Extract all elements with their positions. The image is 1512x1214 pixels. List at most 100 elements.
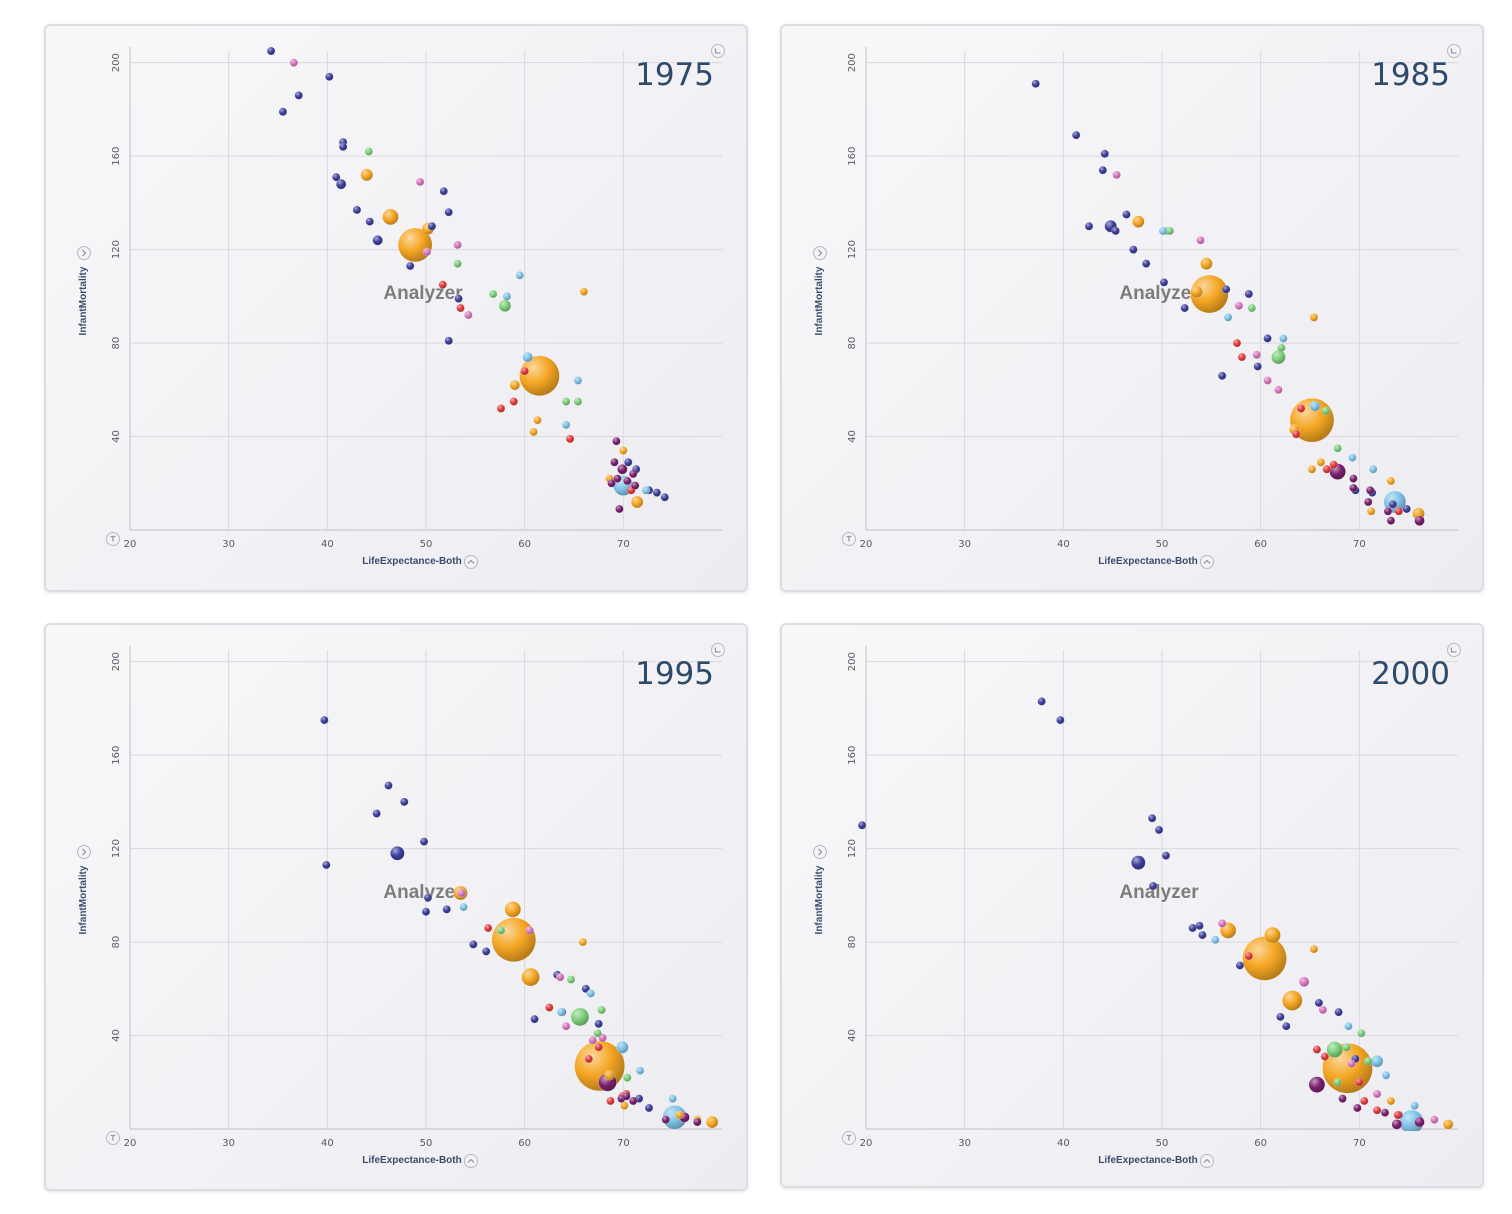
country-bubble[interactable]: [521, 967, 540, 987]
country-bubble[interactable]: [594, 1042, 603, 1052]
country-bubble[interactable]: [1190, 285, 1203, 298]
country-bubble[interactable]: [427, 221, 437, 231]
country-bubble[interactable]: [1237, 352, 1247, 362]
country-bubble[interactable]: [1363, 1056, 1373, 1066]
country-bubble[interactable]: [444, 336, 453, 346]
origin-reset-button[interactable]: [842, 1131, 856, 1145]
country-bubble[interactable]: [1195, 921, 1204, 931]
country-bubble[interactable]: [1281, 990, 1303, 1011]
country-bubble[interactable]: [325, 72, 334, 82]
country-bubble[interactable]: [857, 820, 867, 830]
country-bubble[interactable]: [652, 488, 662, 497]
country-bubble[interactable]: [1132, 215, 1145, 228]
country-bubble[interactable]: [606, 1096, 615, 1106]
country-bubble[interactable]: [504, 901, 522, 918]
country-bubble[interactable]: [561, 397, 571, 406]
country-bubble[interactable]: [1372, 1106, 1382, 1115]
country-bubble[interactable]: [1344, 1021, 1353, 1031]
country-bubble[interactable]: [1333, 443, 1342, 453]
country-bubble[interactable]: [593, 1028, 602, 1038]
country-bubble[interactable]: [1031, 79, 1041, 89]
country-bubble[interactable]: [509, 379, 521, 391]
y-axis-toggle-button[interactable]: [77, 246, 91, 260]
country-bubble[interactable]: [1154, 825, 1164, 835]
country-bubble[interactable]: [1355, 1077, 1364, 1087]
country-bubble[interactable]: [1320, 1052, 1330, 1061]
country-bubble[interactable]: [566, 975, 576, 984]
country-bubble[interactable]: [561, 420, 571, 430]
country-bubble[interactable]: [459, 902, 468, 912]
country-bubble[interactable]: [384, 781, 393, 790]
country-bubble[interactable]: [1363, 497, 1373, 507]
country-bubble[interactable]: [399, 797, 409, 807]
country-bubble[interactable]: [573, 397, 583, 406]
country-bubble[interactable]: [529, 427, 538, 437]
country-bubble[interactable]: [1037, 697, 1046, 706]
country-bubble[interactable]: [1347, 1059, 1356, 1068]
country-bubble[interactable]: [491, 917, 537, 963]
country-bubble[interactable]: [331, 172, 341, 182]
country-bubble[interactable]: [469, 940, 478, 949]
country-bubble[interactable]: [1370, 1054, 1384, 1068]
country-bubble[interactable]: [457, 888, 466, 898]
country-bubble[interactable]: [661, 1115, 671, 1124]
country-bubble[interactable]: [530, 1014, 539, 1024]
country-bubble[interactable]: [338, 142, 348, 152]
country-bubble[interactable]: [1291, 429, 1301, 439]
country-bubble[interactable]: [610, 457, 619, 467]
country-bubble[interactable]: [464, 310, 473, 320]
country-bubble[interactable]: [1247, 303, 1257, 313]
country-bubble[interactable]: [635, 1066, 645, 1075]
country-bubble[interactable]: [444, 207, 453, 217]
country-bubble[interactable]: [488, 289, 498, 299]
country-bubble[interactable]: [1442, 1119, 1454, 1130]
country-bubble[interactable]: [1235, 961, 1245, 970]
country-bubble[interactable]: [1298, 976, 1310, 988]
country-bubble[interactable]: [1196, 235, 1205, 245]
country-bubble[interactable]: [613, 474, 622, 483]
country-bubble[interactable]: [1391, 1119, 1403, 1130]
country-bubble[interactable]: [519, 355, 560, 397]
country-bubble[interactable]: [693, 1117, 702, 1127]
country-bubble[interactable]: [1279, 334, 1288, 343]
y-axis-toggle-button[interactable]: [77, 845, 91, 859]
y-axis-toggle-button[interactable]: [813, 845, 827, 859]
country-bubble[interactable]: [520, 366, 529, 376]
country-bubble[interactable]: [660, 492, 670, 502]
country-bubble[interactable]: [481, 947, 491, 956]
country-bubble[interactable]: [1307, 464, 1317, 474]
country-bubble[interactable]: [438, 280, 448, 289]
country-bubble[interactable]: [616, 1040, 629, 1054]
country-bubble[interactable]: [578, 937, 588, 947]
country-bubble[interactable]: [360, 168, 374, 182]
country-bubble[interactable]: [278, 107, 288, 117]
country-bubble[interactable]: [456, 303, 465, 313]
country-bubble[interactable]: [453, 240, 462, 250]
country-bubble[interactable]: [1242, 936, 1287, 981]
country-bubble[interactable]: [390, 845, 405, 861]
country-bubble[interactable]: [1271, 349, 1286, 365]
country-bubble[interactable]: [1312, 1045, 1322, 1054]
country-bubble[interactable]: [483, 923, 493, 933]
country-bubble[interactable]: [372, 234, 383, 246]
country-bubble[interactable]: [1190, 274, 1229, 314]
origin-reset-button[interactable]: [106, 532, 120, 546]
country-bubble[interactable]: [1159, 278, 1169, 287]
country-bubble[interactable]: [1388, 499, 1398, 509]
country-bubble[interactable]: [1252, 350, 1262, 360]
country-bubble[interactable]: [1100, 149, 1110, 159]
country-bubble[interactable]: [1253, 362, 1263, 371]
country-bubble[interactable]: [561, 1021, 571, 1031]
country-bubble[interactable]: [620, 1101, 629, 1110]
country-bubble[interactable]: [415, 177, 425, 187]
country-bubble[interactable]: [422, 247, 432, 257]
country-bubble[interactable]: [705, 1115, 719, 1129]
country-bubble[interactable]: [630, 495, 644, 509]
country-bubble[interactable]: [320, 715, 329, 725]
country-bubble[interactable]: [597, 1005, 606, 1015]
country-bubble[interactable]: [1131, 855, 1146, 870]
country-bubble[interactable]: [515, 271, 525, 280]
country-bubble[interactable]: [1338, 1094, 1347, 1103]
country-bubble[interactable]: [419, 837, 429, 846]
country-bubble[interactable]: [1308, 1076, 1326, 1093]
